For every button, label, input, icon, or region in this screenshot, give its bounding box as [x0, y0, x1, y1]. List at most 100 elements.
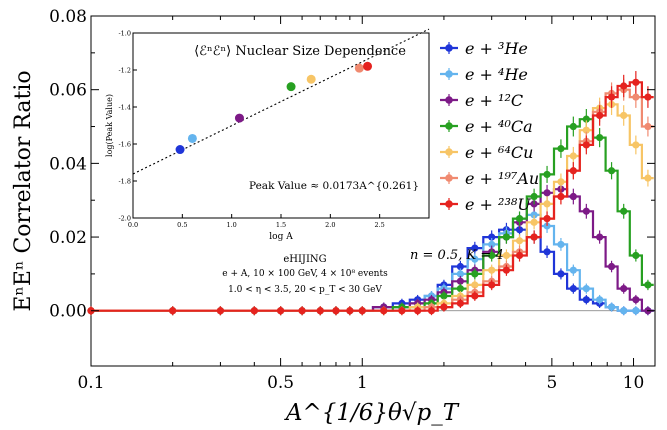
data-point	[596, 233, 604, 241]
data-point	[456, 299, 464, 307]
data-point	[427, 307, 436, 315]
legend-label: e + ⁴⁰Ca	[465, 117, 533, 136]
data-point	[332, 307, 340, 315]
data-point	[380, 307, 388, 315]
x-tick-label: 1	[357, 373, 368, 393]
data-point	[632, 78, 640, 86]
setup-annotation: e + A, 10 × 100 GeV, 4 × 10⁸ events	[222, 269, 388, 279]
data-point	[632, 307, 640, 315]
data-point	[607, 93, 616, 101]
data-point	[502, 251, 511, 260]
data-point	[488, 233, 496, 241]
data-point	[456, 262, 464, 271]
data-point	[456, 285, 464, 293]
inset-x-tick-label: 1.0	[226, 221, 236, 229]
data-point	[632, 251, 640, 260]
x-tick-label: 5	[546, 373, 557, 393]
inset-x-tick-label: 2.0	[325, 221, 335, 229]
data-point	[471, 270, 479, 278]
inset-point	[354, 63, 364, 73]
inset-y-tick-label: -1.0	[118, 30, 131, 38]
inset-x-tick-label: 1.5	[276, 221, 286, 229]
y-tick-label: 0.04	[49, 154, 87, 174]
inset-point	[187, 133, 197, 143]
data-point	[471, 244, 479, 252]
inset-point	[363, 61, 373, 71]
inset-x-label: log A	[269, 232, 293, 242]
data-point	[346, 307, 354, 315]
data-point	[530, 233, 538, 241]
legend-marker	[445, 96, 453, 104]
data-point	[582, 296, 590, 304]
data-point	[569, 285, 577, 293]
params-annotation: n = 0.5, K = 4	[410, 248, 504, 263]
data-point	[596, 133, 604, 142]
data-point	[277, 307, 285, 315]
legend-marker	[445, 148, 453, 156]
data-point	[607, 167, 616, 175]
legend-marker	[445, 44, 453, 52]
y-tick-label: 0.08	[49, 7, 87, 27]
inset-y-tick-label: -1.2	[118, 67, 131, 75]
data-point	[216, 307, 225, 315]
data-point	[620, 207, 628, 215]
annotations: n = 0.5, K = 4 eHIJING e + A, 10 × 100 G…	[222, 248, 503, 295]
x-tick-label: 10	[623, 373, 645, 393]
inset-y-tick-label: -1.8	[118, 178, 131, 186]
data-point	[582, 207, 590, 215]
cuts-annotation: 1.0 < η < 3.5, 20 < p_T < 30 GeV	[228, 285, 382, 295]
inset-frame	[132, 32, 430, 219]
data-point	[557, 178, 565, 186]
inset-y-label: log(Peak Value)	[105, 94, 114, 157]
data-point	[543, 222, 551, 230]
legend-marker	[445, 122, 453, 130]
data-point	[620, 307, 628, 315]
data-point	[607, 262, 616, 271]
data-point	[569, 192, 577, 201]
data-point	[414, 307, 422, 315]
inset-point	[234, 113, 244, 123]
legend-label: e + ²³⁸U	[465, 195, 531, 214]
data-point	[488, 281, 496, 289]
data-point	[515, 237, 524, 245]
data-point	[644, 122, 652, 131]
data-point	[488, 240, 496, 249]
data-point	[471, 255, 479, 263]
data-point	[515, 226, 524, 234]
data-point	[530, 211, 538, 219]
data-point	[569, 167, 577, 175]
series-line	[91, 213, 654, 312]
data-point	[440, 292, 448, 300]
data-point	[557, 240, 565, 249]
legend: e + ³He e + ⁴He e + ¹²C e + ⁴⁰Ca e + ⁶⁴Cu e +…	[440, 39, 539, 214]
data-point	[502, 233, 511, 241]
data-point	[250, 307, 258, 315]
data-point	[596, 111, 604, 120]
data-point	[488, 266, 496, 274]
data-point	[543, 200, 551, 208]
inset-y-tick-label: -1.4	[118, 104, 131, 112]
data-point	[632, 93, 640, 101]
data-point	[582, 115, 590, 123]
inset-plot: 0.0 0.5 1.0 1.5 2.0 2.5 -2.0 -1.8 -1.6 -1.4 -1.2 -1…	[105, 28, 430, 242]
data-point	[557, 270, 565, 278]
data-point	[530, 218, 538, 226]
main-plot: 0.00 0.02 0.04 0.06 0.08 0.1 0.5 1 5 10 EⁿEⁿ Corre…	[11, 7, 656, 426]
data-point	[515, 215, 524, 223]
legend-marker	[445, 70, 453, 78]
data-point	[471, 292, 479, 300]
legend-label: e + ¹²C	[465, 91, 523, 110]
legend-marker	[445, 174, 453, 182]
data-point	[557, 145, 565, 153]
generator-annotation: eHIJING	[283, 254, 326, 265]
legend-label: e + ⁶⁴Cu	[465, 143, 533, 162]
data-point	[582, 141, 590, 149]
data-point	[543, 215, 551, 223]
data-point	[502, 266, 511, 274]
data-point	[620, 111, 628, 120]
data-point	[169, 307, 177, 315]
data-point	[569, 266, 577, 274]
data-point	[543, 248, 551, 256]
inset-point	[286, 82, 296, 92]
